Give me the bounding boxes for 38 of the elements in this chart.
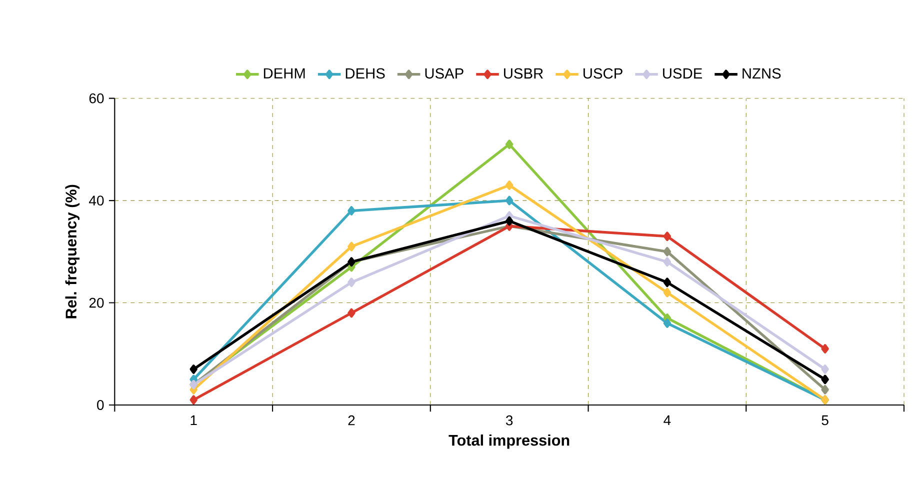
point [821, 374, 829, 384]
x-axis-title: Total impression [448, 434, 570, 449]
point [663, 288, 672, 298]
y-tick-label: 40 [89, 196, 104, 206]
legend-label: USCP [584, 68, 622, 79]
point [506, 180, 514, 190]
point [821, 384, 829, 394]
point [663, 278, 672, 287]
point [348, 308, 356, 318]
x-tick-label: 4 [664, 415, 671, 426]
point [663, 318, 672, 328]
point [821, 364, 829, 374]
point [506, 140, 514, 149]
legend-label: USDE [663, 68, 702, 79]
point [348, 242, 356, 252]
point [348, 206, 356, 216]
legend-label: DEHM [264, 68, 305, 78]
point [663, 247, 672, 256]
y-tick-label: 20 [89, 298, 104, 308]
y-axis-title: Rel. frequency (%) [65, 184, 80, 318]
point [348, 278, 356, 287]
point [506, 196, 514, 206]
point [506, 216, 514, 226]
point [190, 395, 198, 405]
point [663, 257, 672, 267]
x-tick-label: 3 [506, 415, 513, 426]
legend-label: USBR [504, 68, 543, 79]
x-tick-label: 2 [348, 415, 355, 426]
point [190, 364, 198, 374]
y-tick-label: 0 [97, 400, 104, 410]
x-tick-label: 1 [190, 415, 197, 426]
legend-label: NZNS [742, 68, 781, 79]
point [821, 344, 829, 354]
legend-label: USAP [425, 68, 464, 79]
x-tick-label: 5 [822, 415, 828, 426]
point [663, 232, 672, 241]
legend-label: DEHS [346, 68, 385, 79]
y-tick-label: 60 [89, 93, 104, 104]
